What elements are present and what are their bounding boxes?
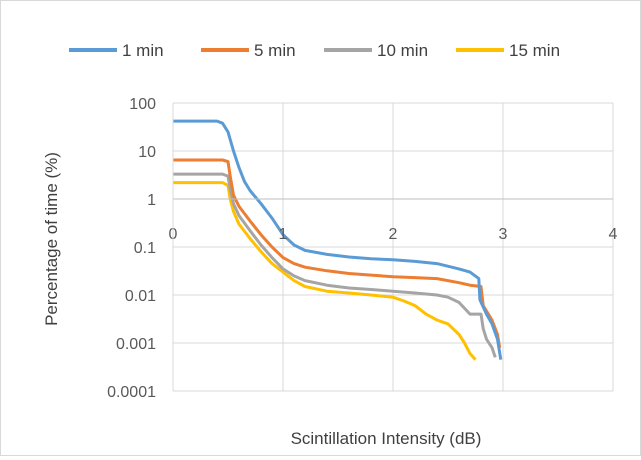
- y-tick-label: 0.0001: [107, 384, 156, 401]
- legend-label: 1 min: [122, 41, 164, 60]
- series-line-15-min: [173, 181, 477, 361]
- y-tick-label: 100: [129, 96, 156, 113]
- series-line-10-min: [173, 172, 497, 358]
- series-line-5-min: [173, 158, 502, 348]
- y-tick-label: 10: [138, 144, 156, 161]
- y-tick-label: 1: [147, 192, 156, 209]
- grid: [172, 102, 614, 392]
- x-tick-label: 4: [609, 226, 618, 243]
- series-line-1-min: [173, 119, 503, 360]
- legend-label: 15 min: [509, 41, 560, 60]
- series-group: [173, 119, 503, 361]
- y-tick-label: 0.001: [116, 336, 156, 353]
- legend-label: 5 min: [254, 41, 296, 60]
- legend-label: 10 min: [377, 41, 428, 60]
- x-tick-label: 2: [389, 226, 398, 243]
- y-tick-label: 0.1: [134, 240, 156, 257]
- x-axis-label: Scintillation Intensity (dB): [291, 429, 482, 448]
- legend: 1 min 5 min 10 min 15 min: [69, 41, 560, 60]
- y-axis-label: Percentage of time (%): [42, 152, 61, 326]
- x-tick-label: 1: [279, 226, 288, 243]
- y-tick-label: 0.01: [125, 288, 156, 305]
- x-tick-label: 3: [499, 226, 508, 243]
